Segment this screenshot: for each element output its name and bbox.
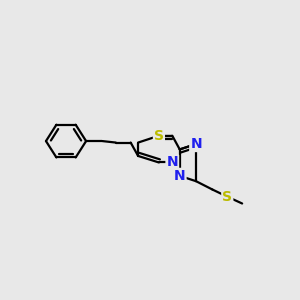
- Text: S: S: [222, 190, 232, 204]
- Text: N: N: [190, 137, 202, 151]
- Text: N: N: [174, 169, 185, 183]
- Text: N: N: [167, 155, 178, 170]
- Text: S: S: [154, 129, 164, 143]
